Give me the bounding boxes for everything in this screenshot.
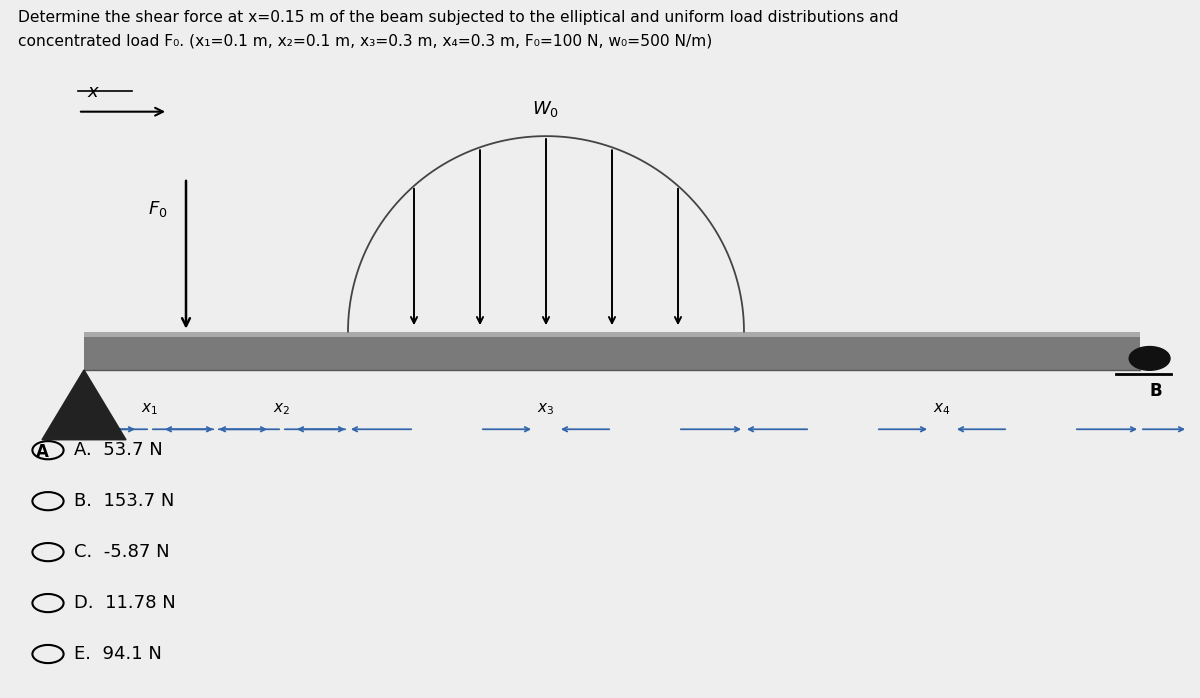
Text: C.  -5.87 N: C. -5.87 N <box>74 543 170 561</box>
Text: B.  153.7 N: B. 153.7 N <box>74 492 175 510</box>
Text: $W_0$: $W_0$ <box>533 98 559 119</box>
Text: B: B <box>1150 383 1162 400</box>
Text: A.  53.7 N: A. 53.7 N <box>74 441 163 459</box>
Text: x: x <box>88 83 98 101</box>
Text: $x_1$: $x_1$ <box>142 401 158 417</box>
Polygon shape <box>42 370 126 440</box>
Text: concentrated load F₀. (x₁=0.1 m, x₂=0.1 m, x₃=0.3 m, x₄=0.3 m, F₀=100 N, w₀=500 : concentrated load F₀. (x₁=0.1 m, x₂=0.1 … <box>18 34 713 48</box>
Text: $x_3$: $x_3$ <box>538 401 554 417</box>
Text: $x_4$: $x_4$ <box>934 401 950 417</box>
Text: E.  94.1 N: E. 94.1 N <box>74 645 162 663</box>
Bar <box>84 332 1140 370</box>
Text: A: A <box>36 443 49 461</box>
Text: D.  11.78 N: D. 11.78 N <box>74 594 176 612</box>
Circle shape <box>1129 347 1170 370</box>
Bar <box>84 332 1140 337</box>
Text: $x_2$: $x_2$ <box>274 401 290 417</box>
Text: $F_0$: $F_0$ <box>148 199 167 219</box>
Text: Determine the shear force at x=0.15 m of the beam subjected to the elliptical an: Determine the shear force at x=0.15 m of… <box>18 10 899 25</box>
